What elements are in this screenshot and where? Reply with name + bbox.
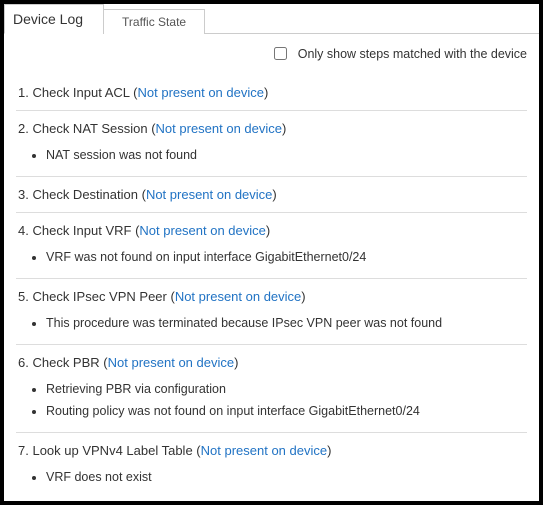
step-item: 5. Check IPsec VPN Peer (Not present on … xyxy=(16,279,527,345)
step-title: 5. Check IPsec VPN Peer (Not present on … xyxy=(18,289,525,304)
step-title: 3. Check Destination (Not present on dev… xyxy=(18,187,525,202)
step-number: 3. xyxy=(18,187,32,202)
step-title: 6. Check PBR (Not present on device) xyxy=(18,355,525,370)
step-item: 7. Look up VPNv4 Label Table (Not presen… xyxy=(16,433,527,498)
step-name: Check Destination xyxy=(32,187,141,202)
not-present-link[interactable]: Not present on device xyxy=(201,443,327,458)
step-message: Retrieving PBR via configuration xyxy=(46,378,525,400)
step-title: 7. Look up VPNv4 Label Table (Not presen… xyxy=(18,443,525,458)
step-item: 3. Check Destination (Not present on dev… xyxy=(16,177,527,213)
not-present-link[interactable]: Not present on device xyxy=(108,355,234,370)
step-item: 4. Check Input VRF (Not present on devic… xyxy=(16,213,527,279)
step-message: NAT session was not found xyxy=(46,144,525,166)
step-title: 2. Check NAT Session (Not present on dev… xyxy=(18,121,525,136)
step-name: Check NAT Session xyxy=(32,121,151,136)
step-number: 5. xyxy=(18,289,32,304)
steps-list: 1. Check Input ACL (Not present on devic… xyxy=(4,69,539,505)
step-name: Check IPsec VPN Peer xyxy=(32,289,170,304)
step-message: VRF does not exist xyxy=(46,466,525,488)
step-name: Check Input VRF xyxy=(32,223,135,238)
step-messages: Retrieving PBR via configurationRouting … xyxy=(18,378,525,422)
device-log-panel: Device Log Traffic State Only show steps… xyxy=(0,0,543,505)
tab-bar: Device Log Traffic State xyxy=(4,4,539,34)
not-present-link[interactable]: Not present on device xyxy=(146,187,272,202)
not-present-link[interactable]: Not present on device xyxy=(139,223,265,238)
paren-close: ) xyxy=(272,187,276,202)
step-message: VRF was not found on input interface Gig… xyxy=(46,246,525,268)
step-number: 1. xyxy=(18,85,32,100)
filter-row: Only show steps matched with the device xyxy=(4,34,539,69)
paren-close: ) xyxy=(282,121,286,136)
step-number: 4. xyxy=(18,223,32,238)
only-matched-checkbox[interactable] xyxy=(274,47,287,60)
only-matched-label[interactable]: Only show steps matched with the device xyxy=(298,47,527,61)
paren-close: ) xyxy=(264,85,268,100)
paren-close: ) xyxy=(327,443,331,458)
not-present-link[interactable]: Not present on device xyxy=(138,85,264,100)
paren-close: ) xyxy=(301,289,305,304)
step-message: Routing policy was not found on input in… xyxy=(46,400,525,422)
step-messages: VRF does not exist xyxy=(18,466,525,488)
step-number: 2. xyxy=(18,121,32,136)
tab-traffic-state[interactable]: Traffic State xyxy=(103,9,205,34)
step-item: 6. Check PBR (Not present on device) Retr… xyxy=(16,345,527,433)
paren-close: ) xyxy=(234,355,238,370)
step-title: 4. Check Input VRF (Not present on devic… xyxy=(18,223,525,238)
step-number: 6. xyxy=(18,355,32,370)
tab-device-log[interactable]: Device Log xyxy=(4,4,104,34)
step-messages: VRF was not found on input interface Gig… xyxy=(18,246,525,268)
step-item: 2. Check NAT Session (Not present on dev… xyxy=(16,111,527,177)
not-present-link[interactable]: Not present on device xyxy=(175,289,301,304)
step-messages: NAT session was not found xyxy=(18,144,525,166)
paren-close: ) xyxy=(266,223,270,238)
step-messages: This procedure was terminated because IP… xyxy=(18,312,525,334)
step-message: This procedure was terminated because IP… xyxy=(46,312,525,334)
not-present-link[interactable]: Not present on device xyxy=(156,121,282,136)
step-name: Check Input ACL xyxy=(32,85,133,100)
step-title: 1. Check Input ACL (Not present on devic… xyxy=(18,85,525,100)
step-name: Check PBR xyxy=(32,355,103,370)
step-number: 7. xyxy=(18,443,32,458)
step-name: Look up VPNv4 Label Table xyxy=(32,443,196,458)
step-item: 1. Check Input ACL (Not present on devic… xyxy=(16,75,527,111)
